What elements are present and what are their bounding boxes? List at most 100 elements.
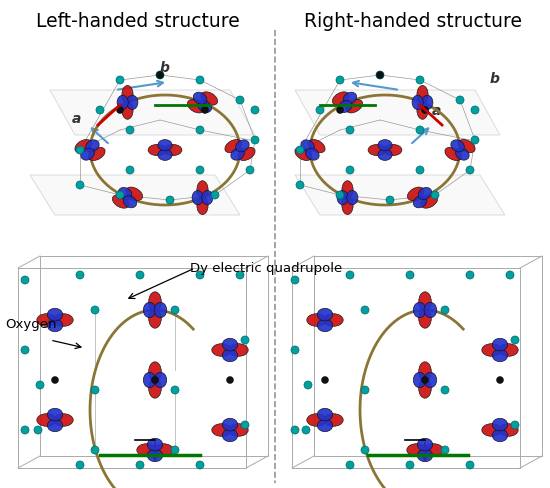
- Circle shape: [21, 276, 29, 284]
- Circle shape: [76, 461, 84, 469]
- Circle shape: [116, 191, 124, 199]
- Circle shape: [34, 426, 42, 434]
- Ellipse shape: [148, 379, 161, 398]
- Ellipse shape: [188, 100, 204, 113]
- Circle shape: [466, 166, 474, 174]
- Circle shape: [346, 461, 354, 469]
- Ellipse shape: [301, 140, 315, 152]
- Ellipse shape: [346, 190, 358, 205]
- Ellipse shape: [307, 414, 326, 427]
- Text: b: b: [160, 61, 170, 75]
- Ellipse shape: [332, 92, 349, 105]
- Circle shape: [196, 166, 204, 174]
- Ellipse shape: [158, 149, 172, 161]
- Circle shape: [91, 446, 99, 454]
- Circle shape: [346, 271, 354, 279]
- Circle shape: [361, 306, 369, 314]
- Ellipse shape: [154, 372, 167, 387]
- Circle shape: [316, 106, 324, 114]
- Ellipse shape: [158, 140, 172, 151]
- Text: Dy electric quadrupole: Dy electric quadrupole: [190, 262, 342, 275]
- Circle shape: [251, 106, 259, 114]
- Circle shape: [346, 126, 354, 134]
- Circle shape: [416, 126, 424, 134]
- Ellipse shape: [458, 140, 475, 153]
- Ellipse shape: [295, 147, 312, 161]
- Circle shape: [116, 76, 124, 84]
- Circle shape: [91, 386, 99, 394]
- Ellipse shape: [309, 140, 325, 153]
- Circle shape: [296, 181, 304, 189]
- Circle shape: [386, 196, 394, 204]
- Ellipse shape: [148, 292, 161, 311]
- Circle shape: [36, 381, 44, 389]
- Ellipse shape: [455, 148, 469, 160]
- Circle shape: [76, 181, 84, 189]
- Circle shape: [421, 377, 428, 384]
- Ellipse shape: [198, 101, 212, 113]
- Circle shape: [406, 271, 414, 279]
- Ellipse shape: [229, 424, 248, 436]
- Polygon shape: [50, 90, 255, 135]
- Ellipse shape: [419, 362, 431, 382]
- Ellipse shape: [317, 319, 333, 332]
- Circle shape: [196, 126, 204, 134]
- Ellipse shape: [222, 418, 238, 431]
- Ellipse shape: [137, 444, 156, 456]
- Ellipse shape: [81, 148, 95, 160]
- Ellipse shape: [126, 187, 142, 201]
- Ellipse shape: [53, 314, 73, 326]
- Circle shape: [471, 136, 479, 144]
- Circle shape: [441, 306, 449, 314]
- Ellipse shape: [306, 148, 319, 160]
- Circle shape: [91, 306, 99, 314]
- Circle shape: [196, 461, 204, 469]
- Ellipse shape: [144, 372, 156, 387]
- Ellipse shape: [47, 308, 63, 321]
- Ellipse shape: [408, 187, 424, 201]
- Ellipse shape: [419, 379, 431, 398]
- Circle shape: [336, 76, 344, 84]
- Ellipse shape: [37, 314, 57, 326]
- Ellipse shape: [123, 196, 137, 208]
- Ellipse shape: [342, 181, 353, 199]
- Ellipse shape: [492, 349, 508, 362]
- Ellipse shape: [317, 308, 333, 321]
- Ellipse shape: [193, 92, 207, 104]
- Ellipse shape: [343, 92, 357, 104]
- Ellipse shape: [407, 444, 426, 456]
- Ellipse shape: [338, 101, 352, 113]
- Circle shape: [291, 346, 299, 354]
- Ellipse shape: [212, 344, 232, 356]
- Ellipse shape: [147, 449, 163, 462]
- Ellipse shape: [126, 95, 138, 109]
- Text: Oxygen: Oxygen: [5, 318, 57, 331]
- Circle shape: [416, 166, 424, 174]
- Circle shape: [456, 96, 464, 104]
- Ellipse shape: [413, 372, 426, 387]
- Circle shape: [117, 106, 124, 114]
- Polygon shape: [295, 90, 500, 135]
- Ellipse shape: [225, 140, 241, 153]
- Circle shape: [171, 446, 179, 454]
- Ellipse shape: [117, 95, 128, 109]
- Ellipse shape: [148, 308, 161, 328]
- Polygon shape: [295, 175, 505, 215]
- Ellipse shape: [122, 101, 133, 119]
- Circle shape: [126, 166, 134, 174]
- Ellipse shape: [417, 101, 428, 119]
- Ellipse shape: [378, 149, 392, 161]
- Ellipse shape: [118, 187, 132, 200]
- Text: Right-handed structure: Right-handed structure: [304, 12, 521, 31]
- Circle shape: [76, 271, 84, 279]
- Circle shape: [377, 72, 383, 79]
- Ellipse shape: [112, 195, 129, 208]
- Circle shape: [291, 276, 299, 284]
- Ellipse shape: [222, 429, 238, 442]
- Circle shape: [441, 446, 449, 454]
- Ellipse shape: [75, 140, 92, 153]
- Ellipse shape: [197, 181, 208, 199]
- Ellipse shape: [47, 319, 63, 332]
- Circle shape: [241, 421, 249, 429]
- Circle shape: [466, 461, 474, 469]
